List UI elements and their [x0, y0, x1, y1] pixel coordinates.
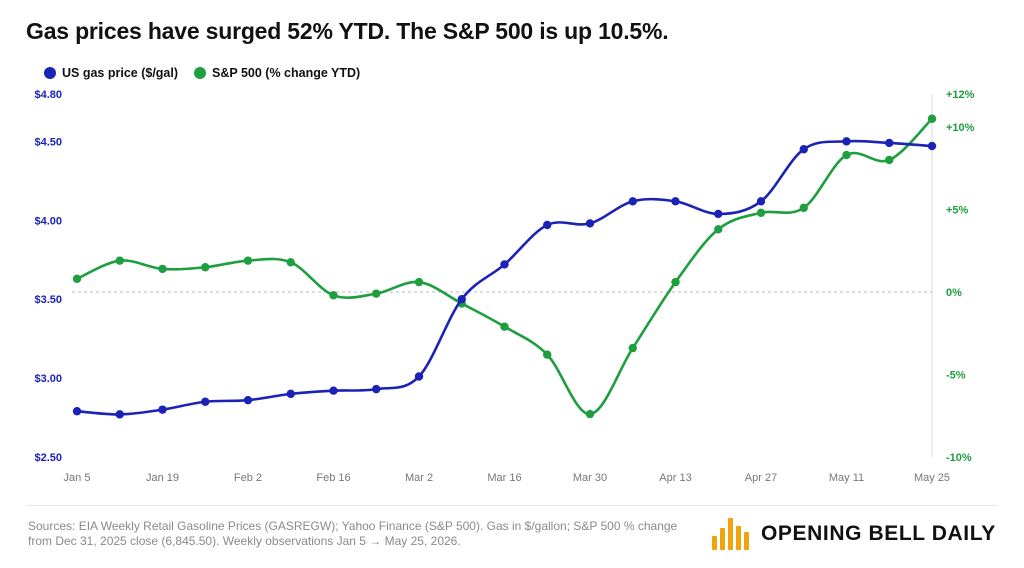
footer-divider	[26, 505, 998, 506]
data-point-sp500	[414, 277, 424, 287]
chart-title: Gas prices have surged 52% YTD. The S&P …	[26, 18, 669, 44]
y-left-tick-label: $3.50	[34, 294, 62, 306]
data-point-sp500	[243, 256, 253, 265]
legend-dot-gas	[44, 67, 56, 79]
legend-dot-sp500	[194, 67, 207, 79]
data-point-gas	[414, 372, 424, 381]
x-tick-label: Jan 19	[146, 472, 179, 484]
legend-item-sp500: S&P 500 (% change YTD)	[194, 66, 360, 80]
data-point-gas	[585, 219, 595, 228]
data-point-gas	[543, 220, 552, 230]
y-left-tick-label: $3.00	[34, 373, 62, 385]
brand-name: OPENING BELL DAILY	[761, 522, 996, 545]
legend-item-gas: US gas price ($/gal)	[44, 66, 178, 80]
bar-chart-icon	[712, 518, 749, 550]
data-point-gas	[671, 197, 680, 206]
y-right-tick-label: +12%	[946, 89, 975, 101]
x-tick-label: Mar 2	[405, 472, 433, 484]
data-point-gas	[457, 294, 466, 304]
data-point-gas	[628, 197, 637, 206]
data-point-gas	[799, 145, 808, 154]
y-right-tick-label: -10%	[946, 452, 972, 464]
data-point-sp500	[500, 322, 509, 331]
data-point-gas	[201, 397, 210, 406]
data-point-sp500	[885, 155, 894, 165]
y-left-tick-label: $4.50	[34, 136, 62, 148]
data-point-gas	[842, 137, 851, 146]
x-tick-label: May 25	[914, 472, 950, 484]
source-note: Sources: EIA Weekly Retail Gasoline Pric…	[28, 519, 678, 548]
y-left-tick-label: $4.80	[34, 89, 62, 101]
data-point-gas	[756, 197, 766, 206]
legend: US gas price ($/gal) S&P 500 (% change Y…	[44, 66, 360, 80]
x-tick-label: Mar 16	[487, 472, 521, 484]
data-point-gas	[115, 410, 124, 419]
x-tick-label: Mar 30	[573, 472, 607, 484]
x-tick-label: Feb 16	[316, 472, 350, 484]
data-point-sp500	[756, 208, 766, 217]
brand: OPENING BELL DAILY	[712, 518, 996, 550]
x-tick-label: Feb 2	[234, 472, 262, 484]
data-point-gas	[885, 138, 894, 148]
data-point-gas	[158, 405, 167, 414]
data-point-sp500	[671, 277, 680, 287]
y-right-tick-label: +10%	[946, 122, 975, 134]
x-tick-label: Jan 5	[64, 472, 91, 484]
data-point-sp500	[714, 225, 723, 234]
data-point-sp500	[842, 150, 851, 160]
data-point-sp500	[329, 291, 338, 300]
data-point-gas	[286, 389, 295, 399]
data-point-sp500	[158, 264, 167, 274]
data-point-gas	[927, 141, 937, 151]
data-point-sp500	[372, 289, 381, 298]
series-line-gas	[75, 139, 934, 416]
data-point-gas	[714, 209, 723, 219]
y-right-tick-label: -5%	[946, 370, 966, 382]
data-point-sp500	[543, 350, 552, 359]
y-left-tick-label: $2.50	[34, 452, 62, 464]
data-point-sp500	[72, 274, 82, 283]
data-point-gas	[243, 395, 253, 405]
data-point-gas	[72, 407, 82, 416]
data-point-sp500	[927, 114, 937, 123]
series-line-sp500	[75, 117, 934, 416]
x-tick-label: May 11	[829, 472, 864, 484]
y-left-tick-label: $4.00	[34, 215, 62, 227]
x-tick-label: Apr 27	[745, 472, 777, 484]
data-point-gas	[500, 260, 509, 269]
x-tick-label: Apr 13	[659, 472, 691, 484]
y-right-tick-label: +5%	[946, 205, 969, 217]
data-point-sp500	[286, 258, 295, 267]
legend-label-gas: US gas price ($/gal)	[62, 66, 179, 80]
data-point-sp500	[799, 203, 808, 213]
data-point-sp500	[115, 256, 124, 265]
data-point-gas	[329, 386, 338, 395]
y-right-tick-label: 0%	[946, 287, 962, 299]
data-point-sp500	[628, 343, 637, 353]
data-point-sp500	[585, 409, 595, 419]
legend-label-sp500: S&P 500 (% change YTD)	[212, 66, 361, 80]
line-chart: $2.50 $3.00 $3.50 $4.00 $4.50 $4.80 -10% -5% 0% +…	[34, 89, 975, 484]
data-point-sp500	[201, 263, 210, 272]
data-point-gas	[372, 384, 381, 394]
